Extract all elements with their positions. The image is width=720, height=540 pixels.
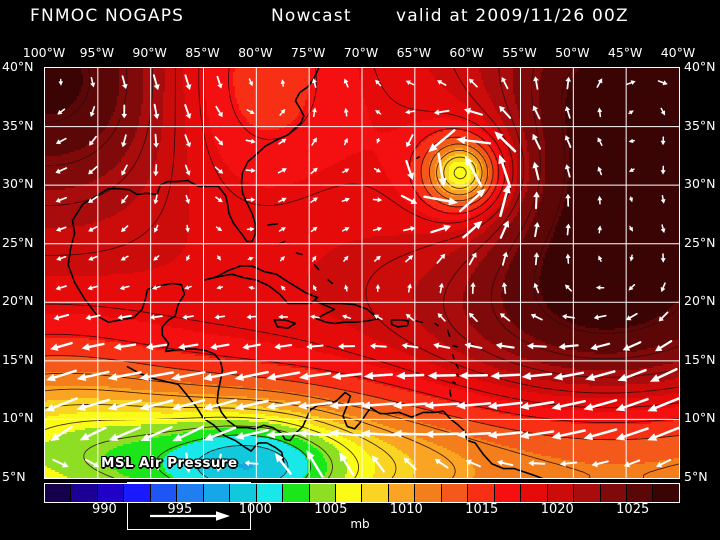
lon-label--75: 75°W [278, 45, 338, 60]
colorbar-swatch-10 [310, 484, 336, 502]
colorbar-swatch-20 [574, 484, 600, 502]
lat-label-right-25: 25°N [684, 235, 716, 250]
lon-label--60: 60°W [437, 45, 497, 60]
colorbar-tick-1020: 1020 [522, 502, 592, 517]
colorbar-swatch-0 [45, 484, 71, 502]
title-model: FNMOC NOGAPS [30, 6, 184, 26]
colorbar-swatch-9 [283, 484, 309, 502]
colorbar[interactable] [44, 483, 680, 503]
colorbar-tick-1005: 1005 [296, 502, 366, 517]
lon-label--90: 90°W [120, 45, 180, 60]
colorbar-swatch-7 [230, 484, 256, 502]
colorbar-swatch-19 [548, 484, 574, 502]
lon-label--50: 50°W [542, 45, 602, 60]
lat-label-left-40: 40°N [2, 59, 34, 74]
lat-label-left-5: 5°N [2, 469, 26, 484]
colorbar-tick-1010: 1010 [371, 502, 441, 517]
lon-label--40: 40°W [648, 45, 708, 60]
colorbar-tick-1025: 1025 [598, 502, 668, 517]
colorbar-swatch-15 [442, 484, 468, 502]
lon-label--70: 70°W [331, 45, 391, 60]
colorbar-swatch-6 [204, 484, 230, 502]
lon-label--95: 95°W [67, 45, 127, 60]
lat-label-right-30: 30°N [684, 176, 716, 191]
lon-label--45: 45°W [595, 45, 655, 60]
colorbar-swatch-3 [124, 484, 150, 502]
colorbar-tick-995: 995 [145, 502, 215, 517]
colorbar-swatch-2 [98, 484, 124, 502]
colorbar-swatch-5 [177, 484, 203, 502]
lat-label-right-5: 5°N [684, 469, 708, 484]
lat-label-right-40: 40°N [684, 59, 716, 74]
map-plot-area[interactable]: MSL Air Pressure 10.0 m/s [44, 67, 680, 479]
colorbar-swatch-12 [362, 484, 388, 502]
lat-label-right-10: 10°N [684, 410, 716, 425]
colorbar-swatch-16 [468, 484, 494, 502]
colorbar-swatch-22 [627, 484, 653, 502]
colorbar-tick-1015: 1015 [447, 502, 517, 517]
lat-label-left-20: 20°N [2, 293, 34, 308]
lat-label-left-10: 10°N [2, 410, 34, 425]
lon-label--100: 100°W [14, 45, 74, 60]
lat-label-right-20: 20°N [684, 293, 716, 308]
lat-label-left-30: 30°N [2, 176, 34, 191]
colorbar-swatch-23 [653, 484, 678, 502]
title-product: Nowcast [271, 6, 352, 26]
pressure-field-svg [45, 68, 679, 478]
colorbar-swatch-8 [257, 484, 283, 502]
lat-label-left-25: 25°N [2, 235, 34, 250]
lon-label--65: 65°W [384, 45, 444, 60]
field-name-label: MSL Air Pressure [101, 455, 238, 471]
lon-label--80: 80°W [225, 45, 285, 60]
lat-label-right-15: 15°N [684, 352, 716, 367]
colorbar-swatches [45, 484, 679, 502]
colorbar-tick-990: 990 [69, 502, 139, 517]
colorbar-swatch-11 [336, 484, 362, 502]
title-valid-time: valid at 2009/11/26 00Z [396, 6, 629, 26]
colorbar-swatch-14 [415, 484, 441, 502]
colorbar-swatch-17 [495, 484, 521, 502]
lat-label-left-15: 15°N [2, 352, 34, 367]
lon-label--85: 85°W [173, 45, 233, 60]
lon-label--55: 55°W [490, 45, 550, 60]
colorbar-swatch-4 [151, 484, 177, 502]
colorbar-swatch-18 [521, 484, 547, 502]
lat-label-left-35: 35°N [2, 118, 34, 133]
colorbar-tick-1000: 1000 [220, 502, 290, 517]
colorbar-units-label: mb [0, 517, 720, 531]
colorbar-swatch-13 [389, 484, 415, 502]
colorbar-swatch-1 [71, 484, 97, 502]
lat-label-right-35: 35°N [684, 118, 716, 133]
weather-map-page: FNMOC NOGAPS Nowcast valid at 2009/11/26… [0, 0, 720, 540]
colorbar-swatch-21 [601, 484, 627, 502]
